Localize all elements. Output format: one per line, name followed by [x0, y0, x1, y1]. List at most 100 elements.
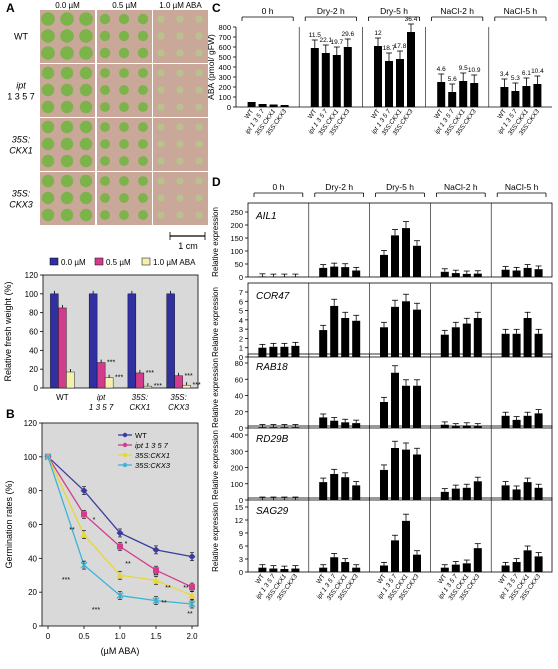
x-tick-label: 0.5 [78, 632, 90, 641]
seedling [61, 209, 73, 221]
panel-label-d: D [212, 175, 221, 189]
seedling [80, 101, 92, 113]
gene-label: RAB18 [256, 362, 288, 373]
bar [522, 86, 530, 107]
seedling [138, 102, 148, 112]
x-tick-label: WT [56, 393, 69, 402]
bar [502, 334, 510, 357]
seedling [195, 86, 202, 93]
seedling [42, 138, 54, 150]
x-tick-label: 35S: [170, 393, 186, 402]
y-tick-label: 9 [239, 529, 243, 538]
group-label: 0 h [272, 182, 284, 192]
bar [391, 540, 399, 572]
seedling [138, 156, 148, 166]
seedling [80, 155, 92, 167]
x-tick-label: CKX3 [168, 403, 189, 412]
photo-row-label: WT [14, 32, 28, 42]
significance-mark: ** [69, 527, 75, 534]
bar [402, 228, 410, 277]
bar [402, 301, 410, 357]
seedling [100, 48, 110, 58]
bar [385, 61, 393, 107]
seedling [100, 176, 110, 186]
seedling [157, 69, 164, 76]
seedling [42, 192, 54, 204]
seedling [138, 85, 148, 95]
y-tick-label: 40 [28, 554, 37, 563]
seedling [60, 29, 74, 43]
y-tick-label: 100 [218, 93, 231, 102]
seedling [157, 49, 164, 56]
bar [322, 53, 330, 107]
seedling [195, 103, 202, 110]
seedling [119, 122, 129, 132]
seedling [42, 121, 54, 133]
seedling [176, 194, 183, 201]
seedling [157, 140, 164, 147]
bar [413, 455, 421, 501]
bar [474, 426, 482, 428]
bar-value-label: 17.8 [394, 43, 407, 50]
legend-swatch [95, 258, 103, 265]
seedling [119, 48, 129, 58]
group-label: NaCl-5 h [505, 182, 539, 192]
y-tick-label: 20 [29, 365, 38, 374]
y-tick-label: 12 [235, 516, 243, 525]
bar [270, 105, 278, 108]
seedling [195, 140, 202, 147]
seedling [100, 122, 110, 132]
bar-value-label: 5.6 [448, 76, 457, 83]
bar-value-label: 36.4 [405, 16, 418, 23]
seedling [119, 193, 129, 203]
seedling [138, 48, 148, 58]
seedling [138, 210, 148, 220]
y-axis-label: Relative fresh weight (%) [3, 281, 13, 381]
seedling [157, 123, 164, 130]
seedling [80, 192, 92, 204]
bar [280, 427, 288, 428]
seedling [119, 139, 129, 149]
y-tick-label: 40 [29, 346, 38, 355]
significance-mark: ** [153, 573, 159, 580]
x-tick-label: CKX1 [129, 403, 150, 412]
bar [535, 556, 543, 572]
bar [463, 563, 471, 572]
photo-row-label: 35S: [12, 189, 31, 199]
y-tick-label: 400 [218, 63, 231, 72]
bar [319, 330, 327, 357]
photo-col-header: 1.0 µM ABA [159, 1, 202, 10]
bar [259, 104, 267, 107]
photo-row-label: CKX1 [9, 146, 33, 156]
bar [319, 268, 327, 277]
bar [402, 386, 410, 428]
seedling [80, 121, 92, 133]
seedling [80, 175, 92, 187]
x-tick-label: ipt [97, 393, 106, 402]
legend-label: 1.0 µM ABA [153, 258, 196, 267]
data-point [189, 584, 195, 590]
group-label: NaCl-2 h [440, 6, 474, 16]
seedling [138, 176, 148, 186]
y-tick-label: 0 [33, 622, 38, 631]
bar [391, 235, 399, 277]
y-axis-label: Relative expression [211, 207, 220, 277]
bar [341, 422, 349, 428]
bar [535, 334, 543, 357]
bar [459, 81, 467, 107]
seedling [60, 12, 74, 26]
significance-mark: *** [107, 360, 115, 367]
bar [463, 324, 471, 357]
legend-label: ipt 1 3 5 7 [135, 441, 169, 450]
bar [380, 566, 388, 573]
bar [502, 270, 510, 277]
x-tick-label: 35S: [132, 393, 148, 402]
bar [474, 318, 482, 357]
data-point [81, 511, 87, 517]
seedling [80, 84, 92, 96]
seedling [176, 86, 183, 93]
bar [524, 550, 532, 572]
group-label: Dry-2 h [317, 6, 345, 16]
bar [58, 308, 66, 388]
bar [105, 378, 113, 388]
